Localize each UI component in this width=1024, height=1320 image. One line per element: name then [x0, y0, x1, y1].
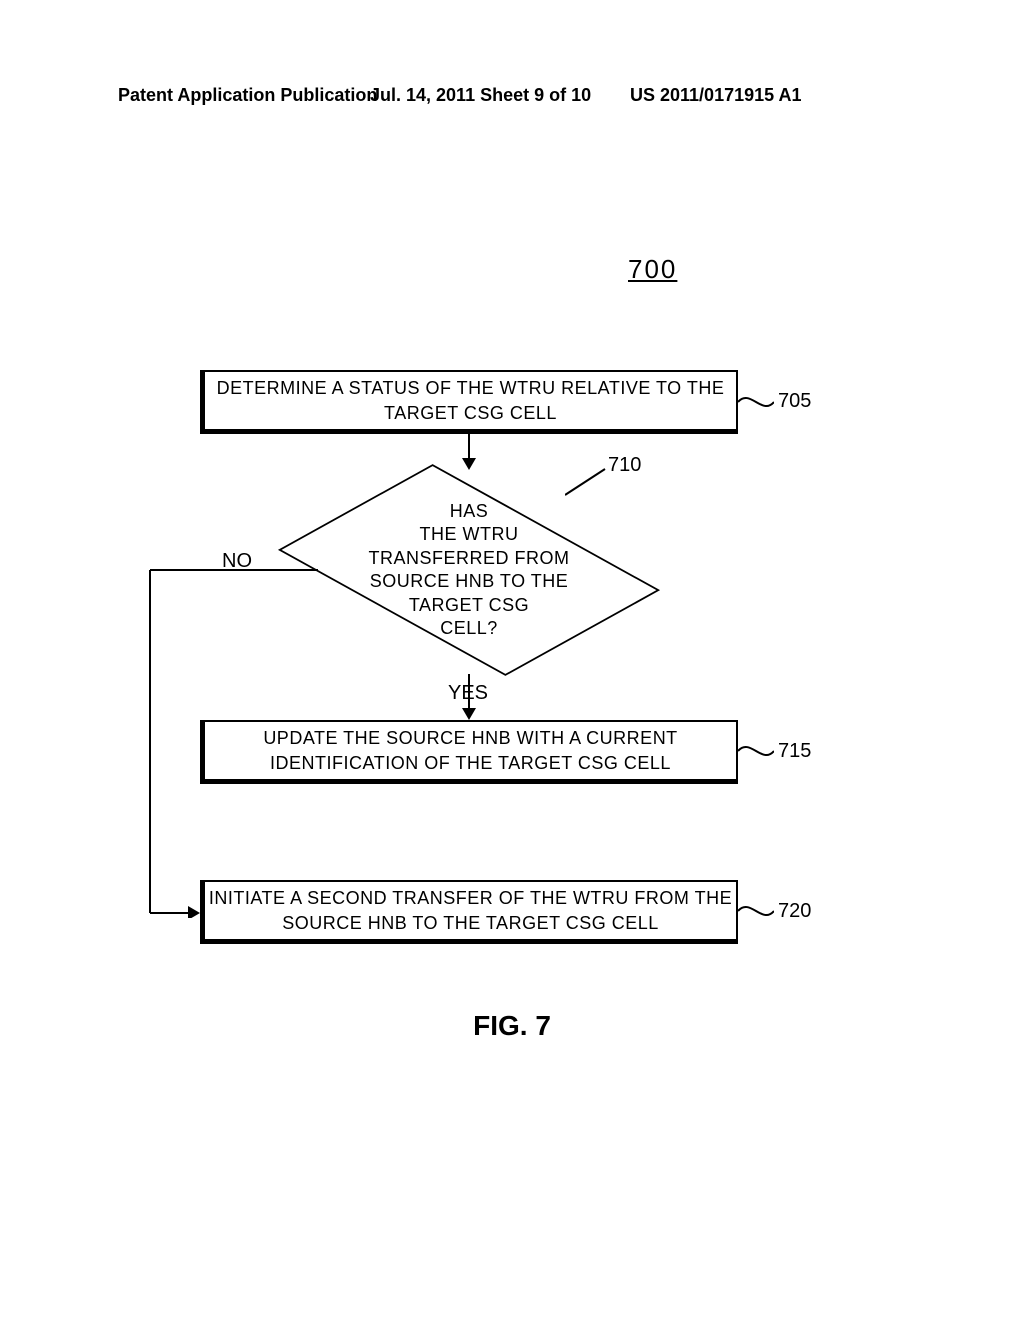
ref-720: 720 — [778, 900, 811, 923]
ref-705: 705 — [778, 390, 811, 413]
flow-box-initiate-second-transfer: INITIATE A SECOND TRANSFER OF THE WTRU F… — [200, 880, 738, 944]
header-right: US 2011/0171915 A1 — [630, 85, 801, 106]
arrow-down-1 — [460, 434, 478, 470]
figure-title: FIG. 7 — [0, 1010, 1024, 1042]
leader-705 — [738, 388, 774, 416]
leader-710 — [565, 467, 609, 497]
flowchart: DETERMINE A STATUS OF THE WTRU RELATIVE … — [130, 370, 890, 990]
leader-720 — [738, 897, 774, 925]
flow-box-update-source: UPDATE THE SOURCE HNB WITH A CURRENTIDEN… — [200, 720, 738, 784]
arrow-down-yes — [460, 674, 478, 720]
flow-box-determine-status: DETERMINE A STATUS OF THE WTRU RELATIVE … — [200, 370, 738, 434]
header-left: Patent Application Publication — [118, 85, 377, 106]
flow-decision-text: HASTHE WTRUTRANSFERRED FROMSOURCE HNB TO… — [339, 500, 599, 640]
ref-715: 715 — [778, 740, 811, 763]
leader-715 — [738, 737, 774, 765]
header-mid: Jul. 14, 2011 Sheet 9 of 10 — [370, 85, 591, 106]
ref-710: 710 — [608, 454, 641, 477]
figure-number: 700 — [628, 254, 677, 285]
